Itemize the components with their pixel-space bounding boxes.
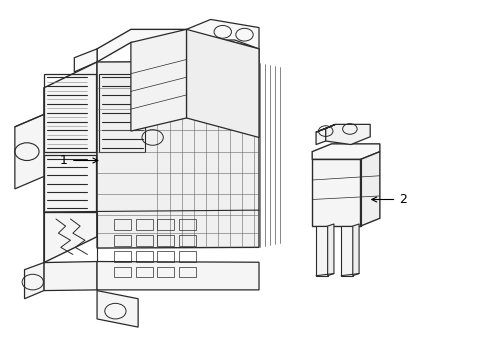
Polygon shape [311, 144, 379, 159]
Polygon shape [352, 224, 358, 276]
Polygon shape [15, 114, 44, 189]
Polygon shape [74, 49, 97, 72]
Polygon shape [97, 30, 259, 62]
Polygon shape [186, 19, 259, 49]
Polygon shape [311, 159, 360, 226]
Text: 2: 2 [371, 193, 406, 206]
Polygon shape [341, 226, 352, 276]
Polygon shape [97, 61, 259, 248]
Polygon shape [315, 226, 327, 276]
Polygon shape [44, 62, 97, 262]
Polygon shape [360, 152, 379, 226]
Text: 1: 1 [60, 154, 98, 167]
Polygon shape [131, 30, 186, 131]
Polygon shape [327, 224, 333, 276]
Polygon shape [24, 262, 44, 299]
Polygon shape [186, 30, 259, 138]
Polygon shape [315, 124, 369, 145]
Polygon shape [97, 261, 259, 290]
Polygon shape [44, 261, 97, 291]
Polygon shape [315, 129, 325, 145]
Polygon shape [97, 291, 138, 327]
